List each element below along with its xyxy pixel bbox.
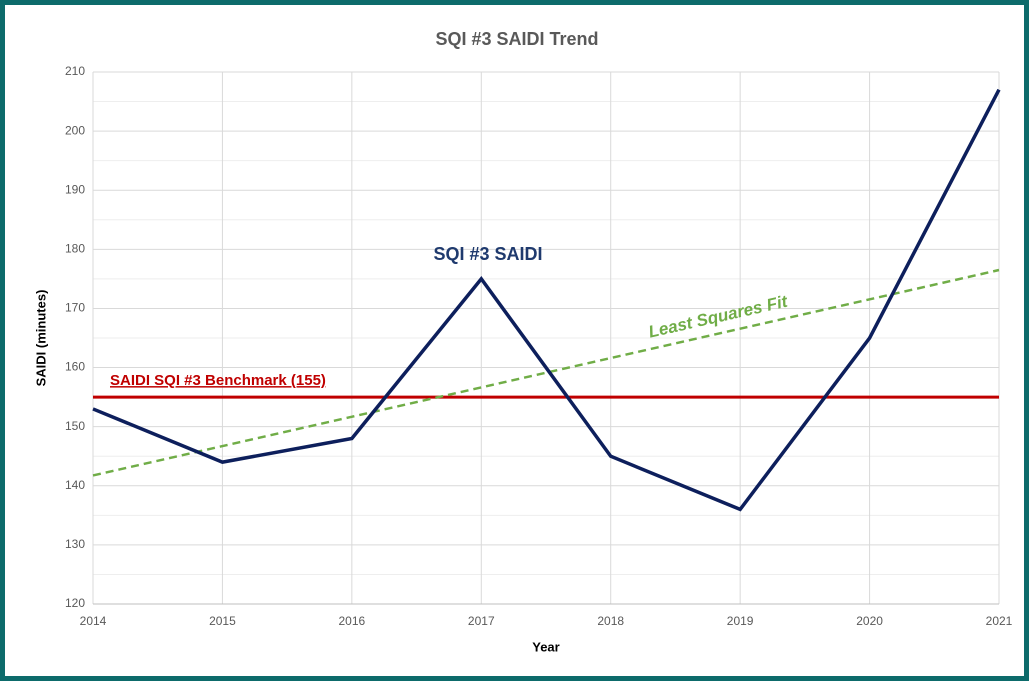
y-tick-label: 160 <box>65 360 85 374</box>
series-line <box>92 88 1001 512</box>
y-tick-label: 170 <box>65 301 85 315</box>
x-tick-label: 2016 <box>339 614 366 628</box>
series-label: SQI #3 SAIDI <box>433 244 542 264</box>
y-tick-label: 180 <box>65 242 85 256</box>
y-tick-label: 190 <box>65 182 85 196</box>
y-tick-label: 130 <box>65 537 85 551</box>
benchmark-label: SAIDI SQI #3 Benchmark (155) <box>110 372 326 389</box>
y-tick-label: 120 <box>65 596 85 610</box>
y-tick-label: 140 <box>65 478 85 492</box>
y-tick-label: 200 <box>65 123 85 137</box>
x-tick-label: 2021 <box>986 614 1013 628</box>
y-axis-title: SAIDI (minutes) <box>33 290 48 387</box>
x-tick-label: 2014 <box>80 614 107 628</box>
y-tick-label: 150 <box>65 419 85 433</box>
x-tick-label: 2017 <box>468 614 495 628</box>
x-tick-label: 2015 <box>209 614 236 628</box>
x-tick-label: 2018 <box>597 614 624 628</box>
chart-title: SQI #3 SAIDI Trend <box>435 29 598 49</box>
x-tick-label: 2019 <box>727 614 754 628</box>
x-axis-title: Year <box>532 639 559 654</box>
y-tick-label: 210 <box>65 64 85 78</box>
trend-line <box>92 268 1000 477</box>
x-tick-label: 2020 <box>856 614 883 628</box>
